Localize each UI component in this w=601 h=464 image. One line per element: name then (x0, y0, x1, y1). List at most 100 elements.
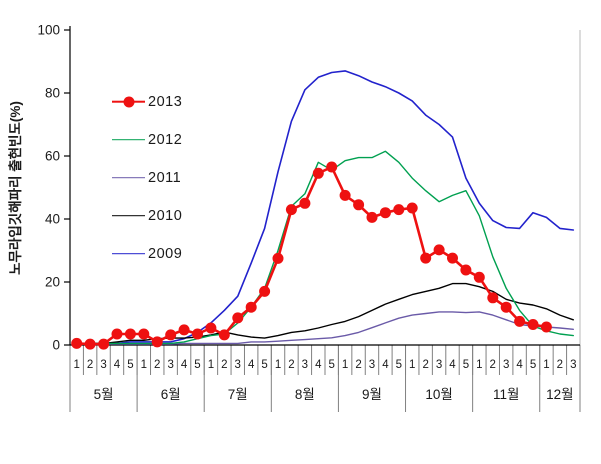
series-marker-2013 (205, 322, 217, 334)
series-marker-2013 (433, 244, 445, 256)
legend-label-2009: 2009 (148, 245, 183, 262)
month-label: 5월 (94, 387, 114, 402)
series-marker-2013 (165, 329, 177, 341)
week-label: 2 (87, 359, 93, 371)
legend-label-2010: 2010 (148, 207, 183, 224)
series-marker-2013 (98, 338, 110, 350)
series-marker-2013 (487, 292, 499, 304)
series-marker-2013 (232, 312, 244, 324)
week-label: 1 (543, 359, 549, 371)
series-marker-2013 (420, 252, 432, 264)
week-label: 3 (436, 359, 442, 371)
series-marker-2013 (326, 161, 338, 173)
week-label: 1 (74, 359, 80, 371)
week-label: 4 (516, 359, 523, 371)
week-label: 3 (235, 359, 241, 371)
month-label: 7월 (228, 387, 248, 402)
series-marker-2013 (218, 329, 230, 341)
month-label: 12월 (546, 387, 573, 402)
series-marker-2013 (178, 324, 190, 336)
legend-item-2010: 2010 (112, 204, 182, 227)
week-label: 1 (141, 359, 147, 371)
series-marker-2013 (84, 338, 96, 350)
week-label: 2 (490, 359, 496, 371)
week-label: 5 (463, 359, 469, 371)
legend-item-2011: 2011 (112, 166, 182, 189)
y-tick-label: 20 (45, 275, 60, 290)
week-label: 5 (127, 359, 133, 371)
series-marker-2013 (151, 336, 163, 348)
series-marker-2013 (245, 301, 257, 313)
week-label: 2 (422, 359, 428, 371)
series-marker-2013 (259, 285, 271, 297)
y-axis-title: 노무라입깃해파리 출현빈도(%) (7, 101, 23, 275)
series-marker-2013 (272, 252, 284, 264)
series-marker-2013 (540, 321, 552, 333)
legend-label-2013: 2013 (148, 93, 183, 110)
series-marker-2013 (460, 264, 472, 276)
series-marker-2013 (393, 204, 405, 216)
week-label: 2 (221, 359, 227, 371)
legend-swatch-2012-icon (112, 134, 145, 146)
week-label: 1 (409, 359, 415, 371)
series-marker-2013 (514, 315, 526, 327)
series-marker-2013 (527, 319, 539, 330)
legend-label-2012: 2012 (148, 131, 183, 148)
month-label: 8월 (295, 387, 315, 402)
series-marker-2013 (500, 301, 512, 313)
series-marker-2013 (192, 328, 203, 340)
week-label: 4 (382, 359, 389, 371)
series-marker-2013 (473, 271, 485, 283)
legend-swatch-2013-icon (112, 96, 145, 108)
y-tick-label: 0 (52, 338, 60, 353)
week-label: 4 (449, 359, 456, 371)
week-label: 3 (167, 359, 173, 371)
week-label: 1 (342, 359, 348, 371)
week-label: 1 (208, 359, 214, 371)
week-label: 1 (476, 359, 482, 371)
week-label: 2 (154, 359, 160, 371)
series-marker-2013 (379, 207, 391, 219)
legend-item-2012: 2012 (112, 128, 182, 151)
week-label: 5 (329, 359, 335, 371)
week-label: 3 (369, 359, 375, 371)
series-marker-2013 (447, 252, 458, 264)
series-marker-2013 (299, 197, 311, 209)
week-label: 3 (302, 359, 308, 371)
week-label: 5 (261, 359, 267, 371)
series-marker-2013 (285, 204, 297, 216)
series-line-2010 (76, 282, 574, 345)
series-marker-2013 (111, 328, 123, 340)
week-label: 5 (396, 359, 402, 371)
y-tick-label: 80 (45, 86, 60, 101)
series-marker-2013 (71, 337, 83, 349)
series-marker-2013 (366, 211, 378, 223)
week-label: 3 (570, 359, 576, 371)
legend-swatch-2009-icon (112, 248, 145, 260)
chart-legend: 2013 2012 2011 2010 2009 (112, 90, 182, 265)
y-tick-label: 40 (45, 212, 60, 227)
series-marker-2013 (138, 328, 150, 340)
week-label: 5 (530, 359, 536, 371)
y-tick-label: 60 (45, 149, 60, 164)
legend-label-2011: 2011 (148, 169, 182, 186)
week-label: 1 (275, 359, 281, 371)
legend-swatch-2010-icon (112, 210, 145, 222)
week-label: 4 (248, 359, 255, 371)
week-label: 2 (355, 359, 361, 371)
week-label: 3 (503, 359, 509, 371)
week-label: 4 (315, 359, 322, 371)
month-label: 9월 (362, 387, 382, 402)
week-label: 4 (114, 359, 121, 371)
y-tick-label: 100 (37, 23, 60, 38)
series-marker-2013 (124, 328, 136, 340)
month-label: 10월 (425, 387, 452, 402)
month-label: 11월 (493, 387, 519, 402)
series-marker-2013 (353, 199, 365, 211)
week-label: 5 (194, 359, 200, 371)
legend-item-2013: 2013 (112, 90, 182, 113)
legend-item-2009: 2009 (112, 242, 182, 265)
month-label: 6월 (161, 387, 181, 402)
week-label: 4 (181, 359, 188, 371)
